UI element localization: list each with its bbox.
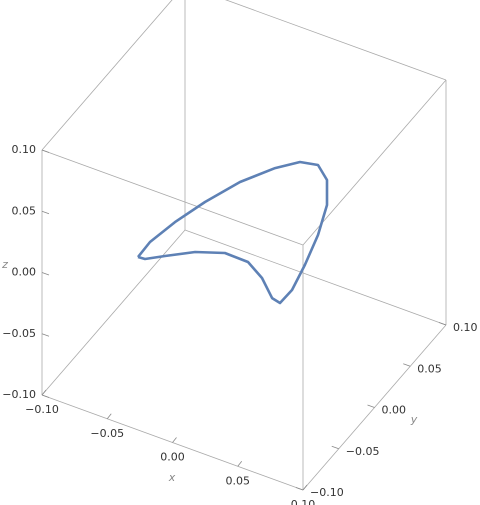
tick-mark — [237, 461, 243, 467]
z-tick-label: 0.05 — [12, 204, 37, 217]
x-axis-label: x — [168, 471, 176, 484]
z-tick-label: −0.05 — [2, 327, 36, 340]
y-tick-label: −0.05 — [346, 445, 380, 458]
box-edge — [41, 0, 173, 151]
y-tick-label: 0.00 — [382, 404, 407, 417]
x-tick-label: 0.10 — [291, 498, 316, 505]
tick-mark — [41, 210, 50, 215]
box-edge — [41, 149, 304, 246]
box-edge — [184, 229, 447, 326]
y-axis-label: y — [410, 413, 418, 426]
tick-mark — [41, 389, 47, 396]
z-tick-label: 0.10 — [12, 143, 37, 156]
tick-mark — [331, 445, 339, 450]
tick-mark — [302, 484, 308, 491]
tick-mark — [41, 394, 50, 398]
tick-mark — [41, 149, 50, 153]
y-tick-label: 0.05 — [417, 362, 442, 375]
x-tick-label: 0.00 — [160, 451, 185, 464]
tick-mark — [41, 272, 50, 276]
x-tick-label: −0.10 — [25, 403, 59, 416]
curve — [136, 160, 329, 305]
box-edge — [225, 0, 447, 81]
tick-mark — [295, 487, 304, 491]
z-tick-label: −0.10 — [2, 388, 36, 401]
x-tick-label: −0.05 — [90, 427, 124, 440]
box-edge — [41, 229, 186, 396]
tick-mark — [106, 413, 112, 419]
box-edge — [302, 79, 447, 246]
tick-mark — [438, 322, 447, 326]
tick-mark — [172, 437, 177, 443]
y-tick-label: 0.10 — [453, 321, 478, 334]
y-tick-label: −0.10 — [310, 486, 344, 499]
z-tick-label: 0.00 — [12, 266, 37, 279]
tick-mark — [367, 404, 375, 408]
tick-mark — [403, 363, 411, 367]
tick-mark — [41, 333, 50, 337]
x-tick-label: 0.05 — [226, 474, 251, 487]
z-axis-label: z — [1, 258, 8, 271]
